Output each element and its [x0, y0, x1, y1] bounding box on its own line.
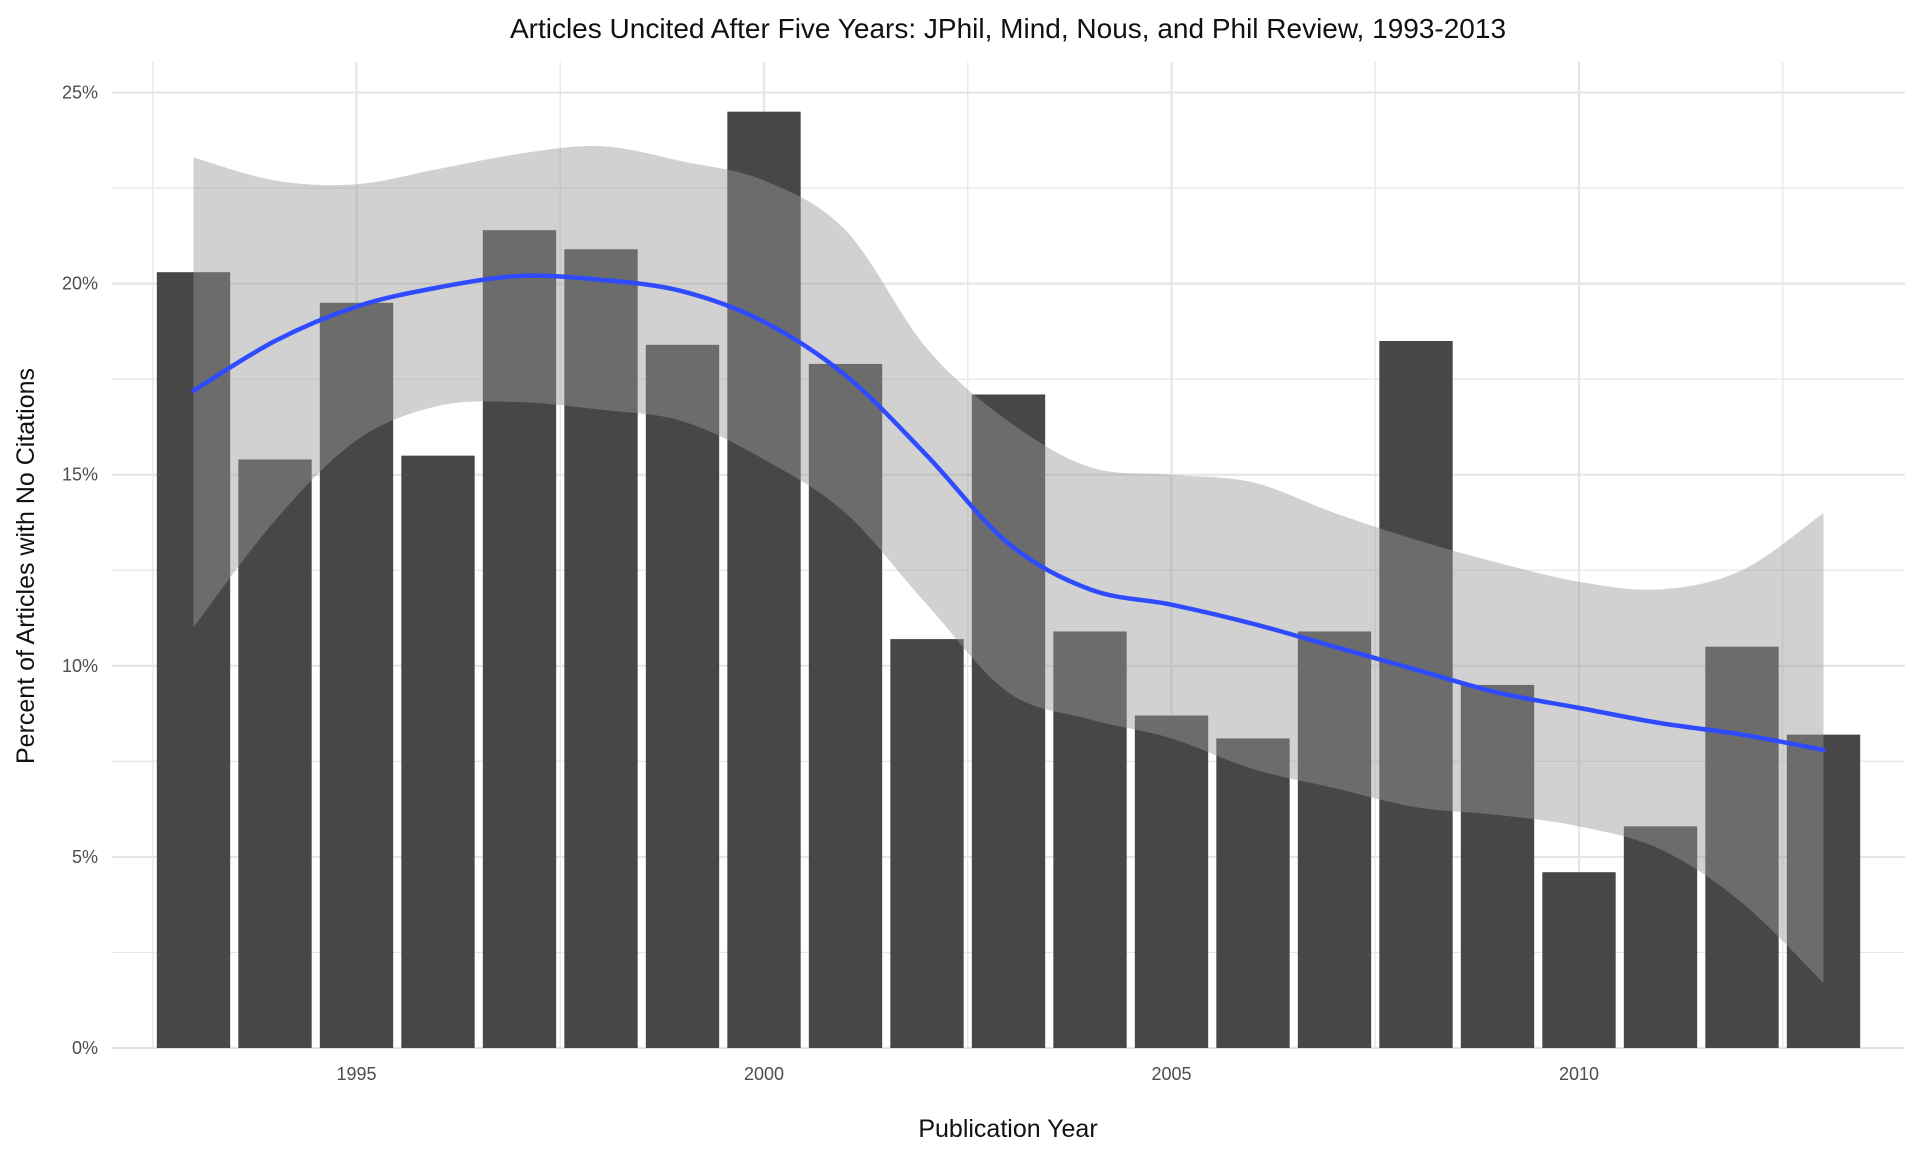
bar-2007 [1297, 631, 1372, 1048]
x-tick-label: 2000 [744, 1064, 784, 1084]
bar-2010 [1542, 872, 1616, 1048]
bar-2003 [971, 394, 1046, 1048]
bar-1996 [401, 455, 475, 1049]
bar-1998 [564, 249, 638, 1049]
bar-1993 [156, 272, 231, 1048]
bar-2011 [1623, 826, 1698, 1048]
bars [156, 111, 1861, 1049]
y-tick-label: 10% [62, 656, 98, 676]
bar-2012 [1705, 646, 1779, 1048]
x-axis-title: Publication Year [918, 1115, 1097, 1143]
bar-2004 [1053, 631, 1127, 1048]
tick-labels: 1995 2000 2005 2010 0% 5% 10% 15% 20% 25% [62, 83, 1599, 1084]
bar-2001 [808, 363, 883, 1048]
smooth-trend-line [191, 273, 1826, 753]
y-tick-label: 5% [72, 847, 98, 867]
bar-1994 [238, 459, 312, 1048]
confidence-band [193, 145, 1824, 984]
y-tick-label: 25% [62, 83, 98, 103]
bar-2008 [1379, 340, 1453, 1048]
bar-2002 [890, 639, 964, 1048]
bar-2009 [1460, 684, 1535, 1048]
chart-title: Articles Uncited After Five Years: JPhil… [510, 13, 1506, 44]
bar-2005 [1134, 715, 1209, 1048]
bar-2000 [727, 111, 801, 1048]
x-tick-label: 2005 [1151, 1064, 1191, 1084]
bar-1999 [645, 344, 720, 1048]
confidence-band-layer [193, 145, 1824, 984]
y-tick-label: 15% [62, 465, 98, 485]
x-tick-label: 2010 [1559, 1064, 1599, 1084]
bar-1995 [319, 302, 394, 1048]
y-tick-label: 0% [72, 1038, 98, 1058]
y-axis-title: Percent of Articles with No Citations [12, 368, 40, 764]
y-tick-label: 20% [62, 274, 98, 294]
bar-1997 [482, 230, 557, 1049]
bar-2006 [1216, 738, 1290, 1048]
bar-2013 [1786, 734, 1861, 1048]
smooth-line-layer [191, 273, 1826, 753]
x-tick-label: 1995 [336, 1064, 376, 1084]
